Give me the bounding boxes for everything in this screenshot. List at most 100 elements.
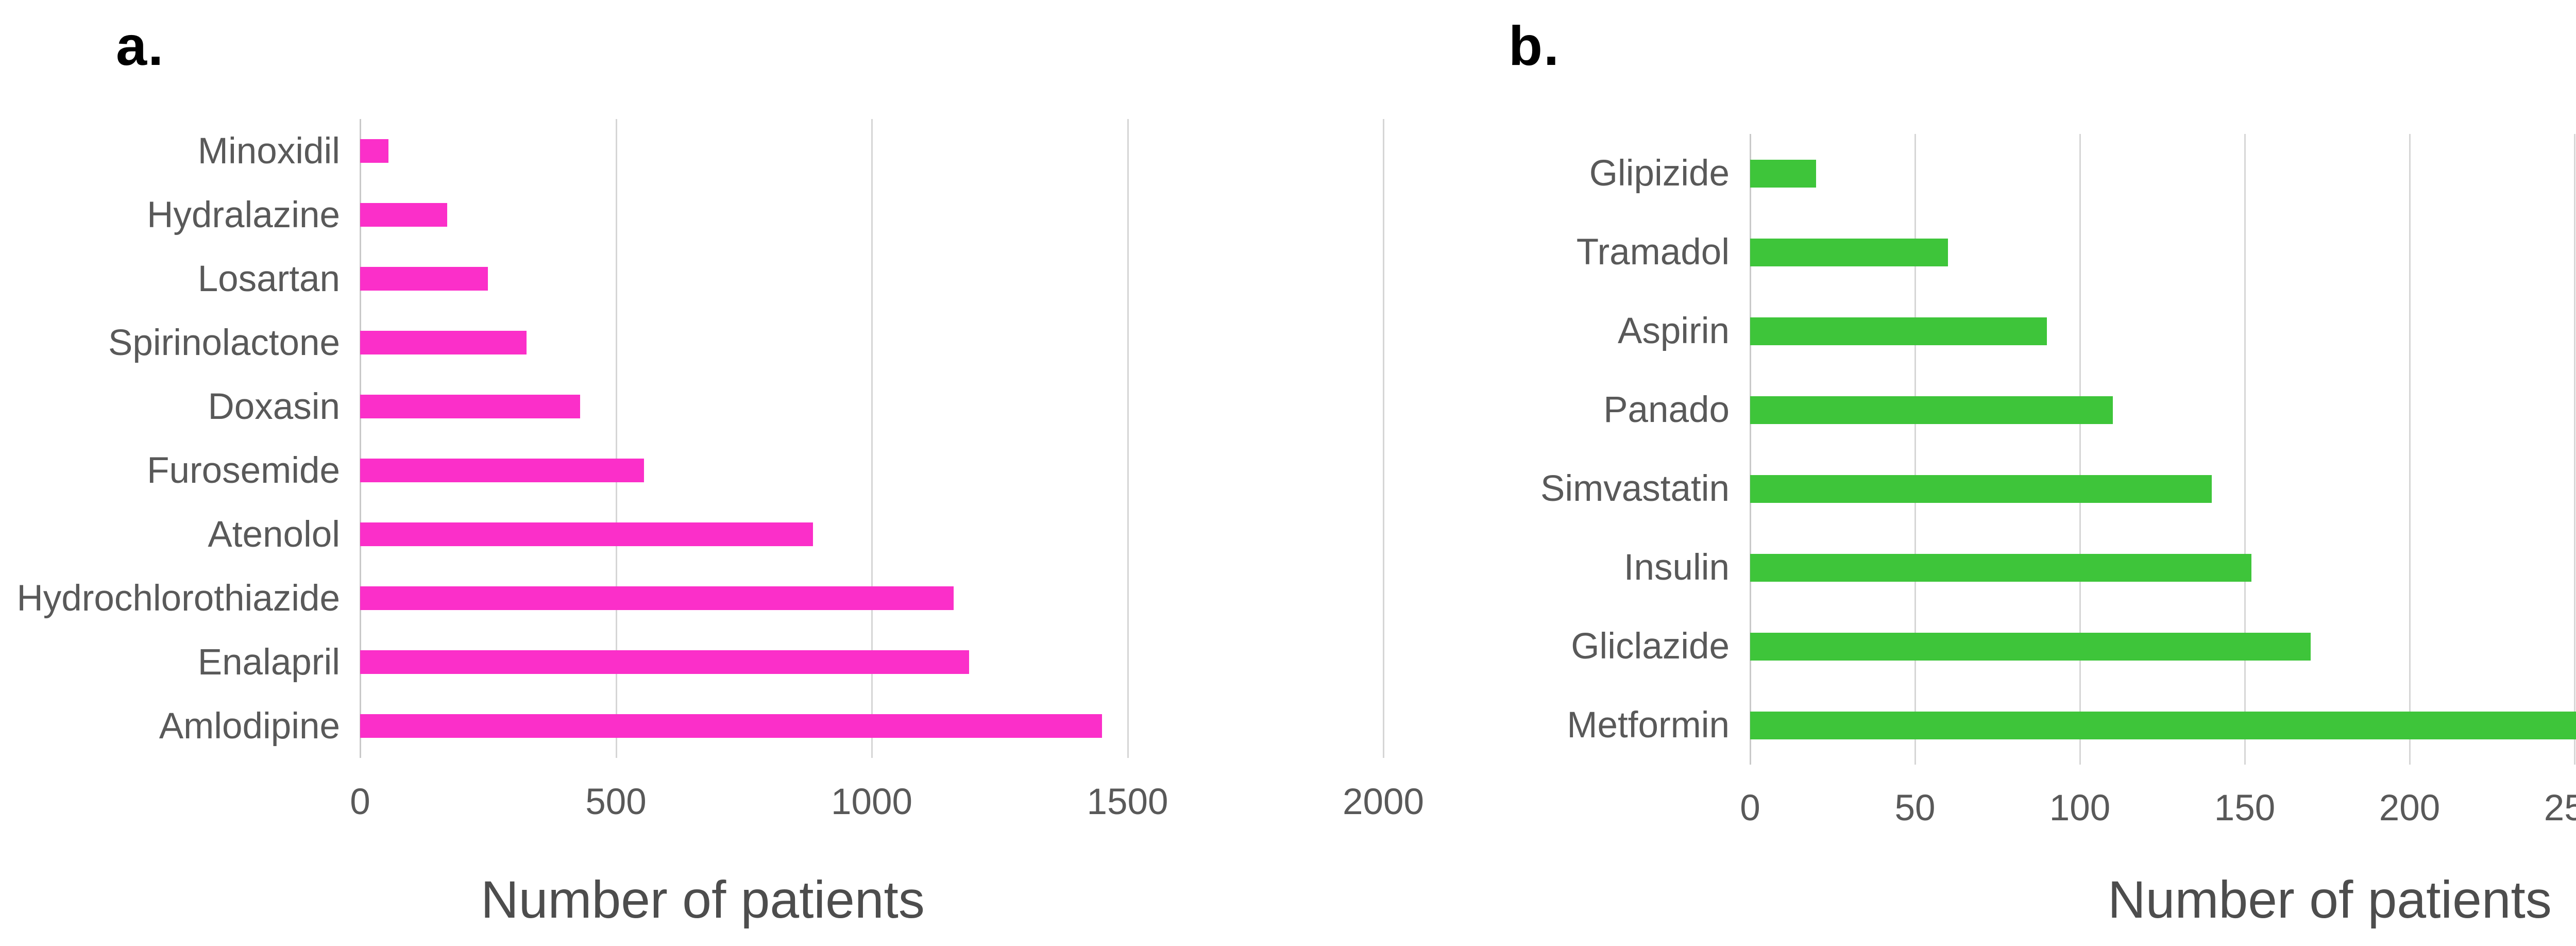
gridline-0 xyxy=(1750,134,1751,765)
x-axis-title-b: Number of patients xyxy=(2108,870,2552,929)
gridline-100 xyxy=(2079,134,2081,765)
label-row-simvastatin: Simvastatin xyxy=(1453,449,1730,528)
label-row-atenolol: Atenolol xyxy=(10,502,340,566)
chart-panel-b: b. Glipizide Tramadol Aspirin Panado Simvast… xyxy=(1443,0,2576,946)
bar-row-glipizide xyxy=(1750,134,2576,213)
category-label-losartan: Losartan xyxy=(197,258,340,299)
category-label-amlodipine: Amlodipine xyxy=(159,705,340,747)
label-row-glipizide: Glipizide xyxy=(1453,134,1730,213)
bar-aspirin xyxy=(1750,317,2047,345)
x-tick-label-50: 50 xyxy=(1894,788,1936,829)
category-label-panado: Panado xyxy=(1603,390,1730,430)
category-label-enalapril: Enalapril xyxy=(197,641,340,683)
bar-minoxidil xyxy=(360,139,388,163)
bar-row-insulin xyxy=(1750,528,2576,607)
bar-losartan xyxy=(360,267,488,291)
label-row-aspirin: Aspirin xyxy=(1453,292,1730,370)
label-row-spirinolactone: Spirinolactone xyxy=(10,311,340,375)
x-tick-label-0: 0 xyxy=(350,782,370,822)
panel-label-a: a. xyxy=(116,14,165,77)
bar-tramadol xyxy=(1750,238,1948,266)
label-row-insulin: Insulin xyxy=(1453,528,1730,607)
label-row-losartan: Losartan xyxy=(10,247,340,311)
label-row-panado: Panado xyxy=(1453,370,1730,449)
gridline-500 xyxy=(615,119,617,758)
x-tick-label-0: 0 xyxy=(1740,788,1760,829)
category-axis-a: Minoxidil Hydralazine Losartan Spirinolacto… xyxy=(10,119,341,758)
bar-row-furosemide xyxy=(360,438,1383,502)
label-row-metformin: Metformin xyxy=(1453,686,1730,765)
label-row-tramadol: Tramadol xyxy=(1453,213,1730,292)
x-tick-label-2000: 2000 xyxy=(1343,782,1424,822)
x-tick-label-250: 250 xyxy=(2544,788,2576,829)
bar-row-hydralazine xyxy=(360,183,1383,247)
bar-row-amlodipine xyxy=(360,694,1383,758)
category-label-minoxidil: Minoxidil xyxy=(197,130,340,172)
x-tick-label-100: 100 xyxy=(2049,788,2111,829)
category-label-gliclazide: Gliclazide xyxy=(1571,626,1730,667)
label-row-doxasin: Doxasin xyxy=(10,375,340,438)
bar-row-gliclazide xyxy=(1750,607,2576,686)
category-label-atenolol: Atenolol xyxy=(208,514,340,555)
category-label-furosemide: Furosemide xyxy=(147,450,340,491)
bar-row-enalapril xyxy=(360,630,1383,694)
label-row-hydrochlorothiazide: Hydrochlorothiazide xyxy=(10,566,341,630)
x-tick-label-150: 150 xyxy=(2214,788,2276,829)
gridline-250 xyxy=(2574,134,2575,765)
x-axis-title-a: Number of patients xyxy=(481,870,925,929)
category-label-doxasin: Doxasin xyxy=(208,386,340,427)
x-tick-label-1500: 1500 xyxy=(1087,782,1168,822)
gridline-200 xyxy=(2409,134,2411,765)
gridline-1500 xyxy=(1127,119,1129,758)
gridline-1000 xyxy=(871,119,873,758)
category-axis-b: Glipizide Tramadol Aspirin Panado Simvastati… xyxy=(1453,134,1730,765)
bar-row-losartan xyxy=(360,247,1383,311)
gridline-2000 xyxy=(1383,119,1384,758)
category-label-metformin: Metformin xyxy=(1567,705,1730,746)
plot-area-a xyxy=(360,119,1384,758)
bar-insulin xyxy=(1750,553,2251,582)
chart-panel-a: a. Minoxidil Hydralazine Losartan Spirinola… xyxy=(10,14,1424,929)
bar-hydrochlorothiazide xyxy=(360,586,954,610)
label-row-furosemide: Furosemide xyxy=(10,438,340,502)
bar-doxasin xyxy=(360,395,580,418)
category-label-hydrochlorothiazide: Hydrochlorothiazide xyxy=(16,578,341,619)
label-row-enalapril: Enalapril xyxy=(10,630,340,694)
bar-metformin xyxy=(1750,711,2576,739)
bar-row-hydrochlorothiazide xyxy=(360,566,1383,630)
bar-row-panado xyxy=(1750,370,2576,449)
category-label-tramadol: Tramadol xyxy=(1576,232,1730,273)
x-axis-a: 0 500 1000 1500 2000 xyxy=(350,762,1424,839)
gridline-150 xyxy=(2244,134,2246,765)
bar-row-atenolol xyxy=(360,502,1383,566)
bar-row-minoxidil xyxy=(360,119,1383,183)
category-label-hydralazine: Hydralazine xyxy=(147,194,340,235)
category-label-spirinolactone: Spirinolactone xyxy=(108,322,340,363)
bar-simvastatin xyxy=(1750,475,2212,503)
gridline-50 xyxy=(1914,134,1916,765)
bar-row-simvastatin xyxy=(1750,449,2576,528)
bar-enalapril xyxy=(360,650,969,674)
x-tick-label-1000: 1000 xyxy=(831,782,912,822)
bar-row-spirinolactone xyxy=(360,311,1383,375)
label-row-gliclazide: Gliclazide xyxy=(1453,607,1730,686)
bar-spirinolactone xyxy=(360,331,527,354)
gridline-0 xyxy=(360,119,361,758)
category-label-simvastatin: Simvastatin xyxy=(1540,468,1730,509)
bar-hydralazine xyxy=(360,203,447,227)
category-label-glipizide: Glipizide xyxy=(1589,153,1730,194)
bar-furosemide xyxy=(360,459,645,482)
bar-amlodipine xyxy=(360,714,1102,738)
plot-area-b xyxy=(1750,134,2576,765)
bar-row-aspirin xyxy=(1750,292,2576,370)
x-tick-label-200: 200 xyxy=(2379,788,2441,829)
label-row-minoxidil: Minoxidil xyxy=(10,119,340,183)
x-tick-label-500: 500 xyxy=(585,782,647,822)
bar-row-tramadol xyxy=(1750,213,2576,292)
category-label-aspirin: Aspirin xyxy=(1617,311,1730,351)
bar-gliclazide xyxy=(1750,632,2311,661)
bar-atenolol xyxy=(360,522,813,546)
x-axis-b: 050100150200250300350 xyxy=(1740,768,2576,845)
panel-label-b: b. xyxy=(1509,14,1560,77)
bar-row-metformin xyxy=(1750,686,2576,765)
